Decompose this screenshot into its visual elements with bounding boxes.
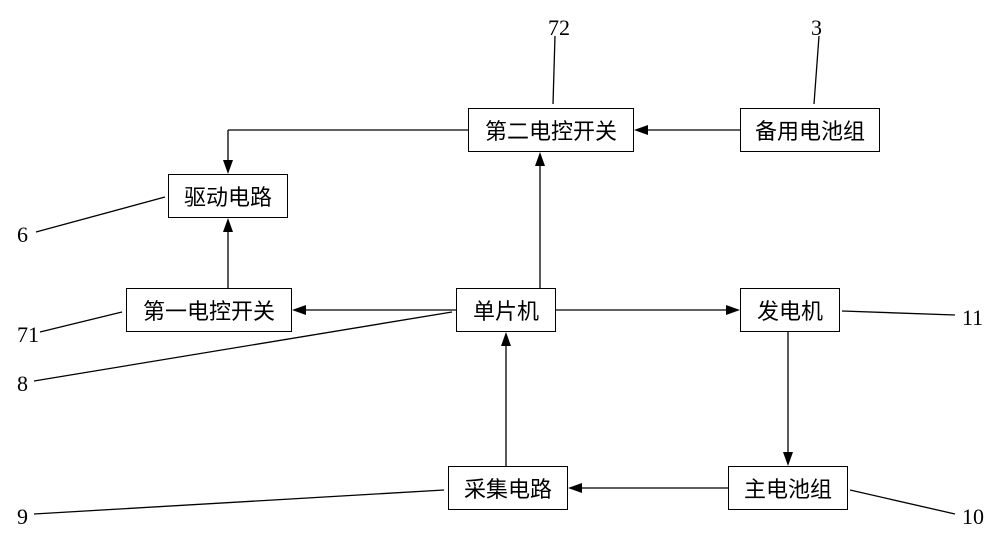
node-n6: 驱动电路	[168, 174, 288, 218]
ref-label-l3: 3	[811, 15, 822, 41]
diagram-canvas: 第二电控开关 备用电池组驱动电路第一电控开关 单片机 发电机采集电路 主电池组 72 3 6 7…	[0, 0, 1000, 557]
node-label: 单片机	[473, 294, 539, 326]
node-label: 驱动电路	[184, 180, 272, 212]
node-label: 发电机	[757, 294, 823, 326]
ref-label-l11: 11	[962, 305, 983, 331]
ref-label-l10: 10	[962, 504, 984, 530]
node-n9: 采集电路	[448, 466, 568, 510]
ref-label-l72: 72	[548, 15, 570, 41]
node-label: 主电池组	[744, 472, 832, 504]
node-label: 采集电路	[464, 472, 552, 504]
node-n10: 主电池组	[728, 466, 848, 510]
ref-label-l9: 9	[17, 504, 28, 530]
ref-label-l71: 71	[17, 322, 39, 348]
node-n3: 备用电池组	[740, 108, 880, 152]
node-label: 备用电池组	[755, 114, 865, 146]
node-n72: 第二电控开关	[468, 108, 634, 152]
node-label: 第二电控开关	[485, 114, 617, 146]
node-n71: 第一电控开关	[126, 288, 292, 332]
ref-label-l6: 6	[17, 222, 28, 248]
node-label: 第一电控开关	[143, 294, 275, 326]
node-n8: 单片机	[456, 288, 556, 332]
ref-label-l8: 8	[17, 371, 28, 397]
node-n11: 发电机	[740, 288, 840, 332]
